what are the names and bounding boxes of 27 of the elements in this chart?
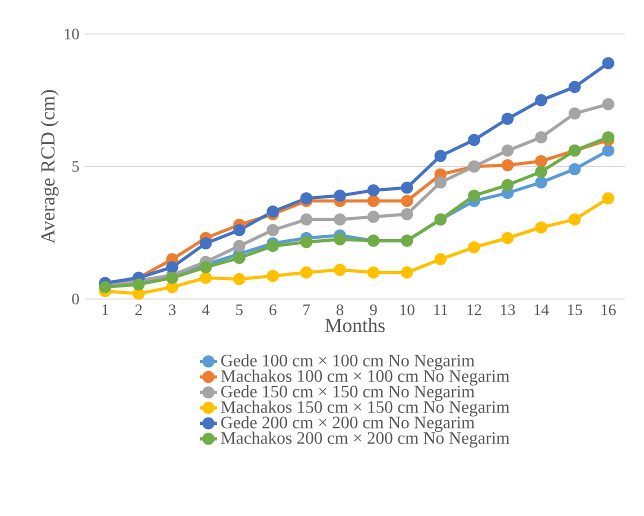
- y-tick-label: 10: [64, 28, 79, 40]
- legend-label: Gede 100 cm × 100 cm No Negarim: [221, 354, 475, 370]
- x-tick-label: 12: [468, 304, 482, 316]
- x-tick-label: 16: [602, 304, 616, 316]
- legend-label: Gede 200 cm × 200 cm No Negarim: [221, 416, 475, 432]
- x-tick-label: 1: [102, 304, 108, 316]
- y-axis-title: Average RCD (cm): [40, 90, 59, 244]
- y-tick-label: 5: [72, 161, 79, 172]
- x-tick-label: 10: [400, 304, 414, 316]
- legend-label: Machakos 150 cm × 150 cm No Negarim: [221, 400, 510, 417]
- x-tick-label: 4: [202, 304, 210, 316]
- x-tick-label: 5: [236, 304, 243, 316]
- legend-label: Machakos 200 cm × 200 cm No Negarim: [221, 432, 510, 448]
- x-tick-label: 7: [303, 304, 310, 315]
- x-tick-label: 8: [336, 304, 344, 316]
- legend-label: Gede 150 cm × 150 cm No Negarim: [221, 385, 475, 402]
- x-tick-label: 13: [501, 304, 515, 316]
- x-tick-label: 11: [434, 304, 448, 316]
- x-tick-label: 14: [534, 304, 549, 316]
- x-tick-label: 15: [568, 304, 582, 316]
- y-tick-label: 0: [72, 294, 79, 304]
- x-tick-label: 3: [168, 304, 176, 316]
- x-tick-label: 2: [135, 304, 142, 316]
- x-axis-title: Months: [325, 318, 385, 332]
- x-tick-label: 6: [270, 304, 276, 316]
- legend-label: Machakos 100 cm × 100 cm No Negarim: [221, 370, 510, 386]
- x-tick-label: 9: [370, 304, 377, 316]
